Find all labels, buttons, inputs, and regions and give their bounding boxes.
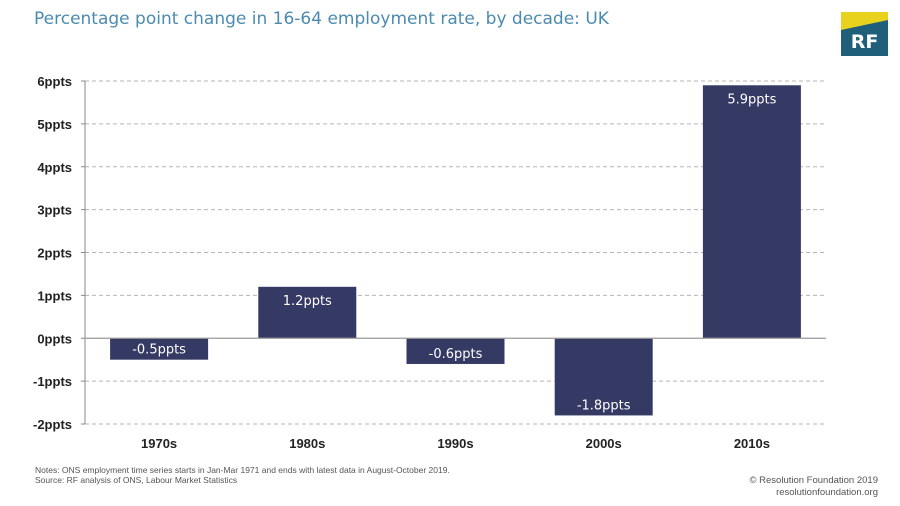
bar <box>110 338 209 360</box>
credit: © Resolution Foundation 2019 resolutionf… <box>750 475 878 499</box>
logo-text: RF <box>850 31 879 53</box>
y-tick-label: 3ppts <box>37 203 72 218</box>
chart-notes: Notes: ONS employment time series starts… <box>35 465 450 485</box>
data-label: 1.2ppts <box>283 294 332 309</box>
website-text: resolutionfoundation.org <box>776 487 878 498</box>
bar <box>554 338 653 416</box>
y-tick-label: -2ppts <box>33 417 72 432</box>
chart-title: Percentage point change in 16-64 employm… <box>34 9 609 29</box>
x-tick-label: 1970s <box>141 436 177 451</box>
x-tick-label: 1990s <box>437 436 473 451</box>
bar <box>702 85 801 339</box>
y-tick-label: 0ppts <box>37 331 72 346</box>
x-tick-label: 2000s <box>586 436 622 451</box>
rf-logo-graphic <box>841 12 888 56</box>
bar <box>258 286 357 339</box>
y-tick-label: 4ppts <box>37 160 72 175</box>
y-tick-label: 6ppts <box>37 74 72 89</box>
data-label: 5.9ppts <box>727 92 776 107</box>
y-tick-label: 5ppts <box>37 117 72 132</box>
copyright-text: © Resolution Foundation 2019 <box>749 475 878 486</box>
notes-line: Notes: ONS employment time series starts… <box>35 465 450 475</box>
logo-accent <box>841 12 888 30</box>
data-label: -0.6ppts <box>429 347 483 362</box>
y-tick-label: 2ppts <box>37 246 72 261</box>
x-tick-label: 2010s <box>734 436 770 451</box>
x-tick-label: 1980s <box>289 436 325 451</box>
y-tick-label: -1ppts <box>33 374 72 389</box>
y-tick-label: 1ppts <box>37 288 72 303</box>
rf-logo: RF <box>841 12 888 56</box>
source-line: Source: RF analysis of ONS, Labour Marke… <box>35 475 238 485</box>
data-label: -1.8ppts <box>577 398 631 413</box>
bar <box>406 338 505 364</box>
bar-chart: 6ppts 5ppts 4ppts 3ppts 2ppts 1ppts 0ppts -1ppt… <box>33 74 826 451</box>
data-label: -0.5ppts <box>132 343 186 358</box>
